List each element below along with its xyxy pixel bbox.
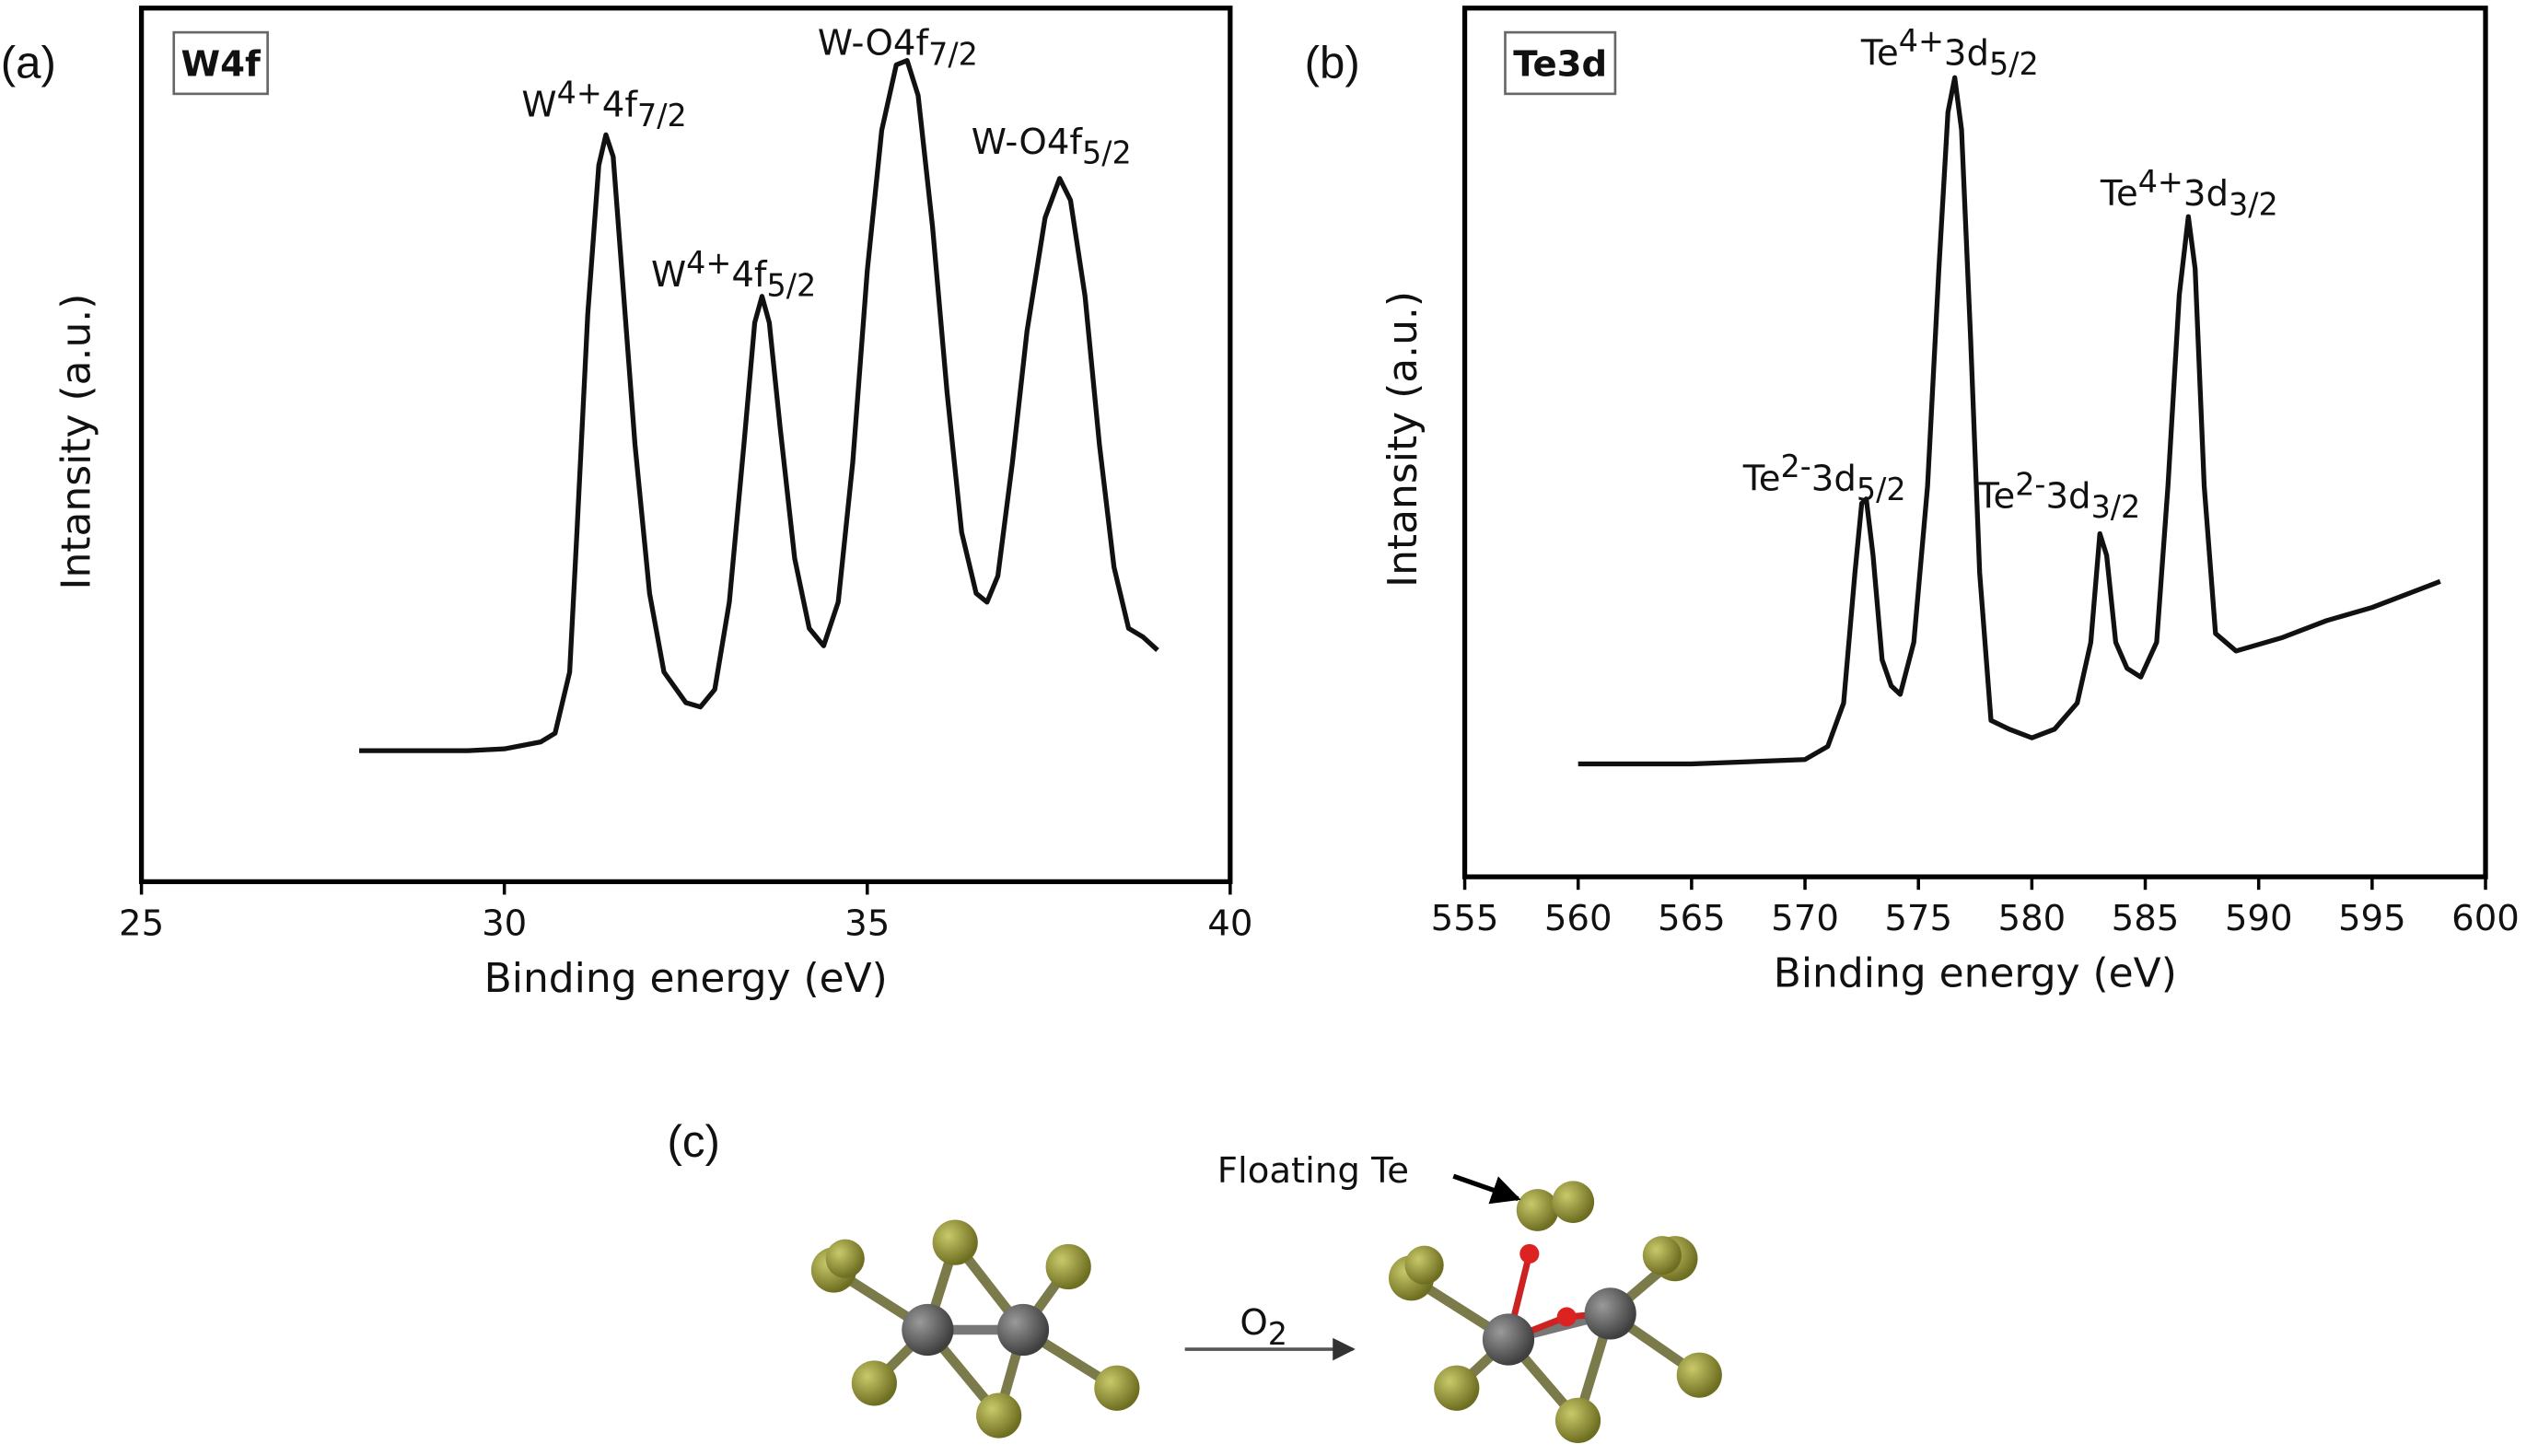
text-part: 4+: [686, 245, 731, 281]
text-part: 4+: [557, 75, 602, 111]
text-part: 3/2: [2229, 187, 2278, 223]
y-axis-label: Intansity (a.u.): [52, 294, 99, 590]
panel-label: (a): [1, 37, 56, 87]
y-axis-label: Intansity (a.u.): [1380, 291, 1426, 588]
floating-label: Floating Te: [1217, 1150, 1409, 1192]
text-part: 3d: [1811, 458, 1857, 499]
text-part: Te: [1742, 458, 1781, 499]
box-label: Te3d: [1513, 44, 1607, 86]
text-part: 2-: [1781, 448, 1811, 484]
spectrum-line: [359, 58, 1159, 753]
text-part: Te: [1860, 32, 1899, 74]
x-tick-label: 570: [1771, 898, 1839, 939]
peak-annotation: Te2-3d3/2: [1976, 467, 2140, 526]
text-part: 4f: [602, 84, 639, 125]
x-tick-label: 555: [1431, 898, 1499, 939]
text-part: W: [521, 84, 556, 125]
text-part: 3d: [2045, 476, 2090, 518]
text-part: 5/2: [1082, 134, 1132, 170]
text-part: 5/2: [1989, 46, 2039, 82]
x-tick-label: 560: [1544, 898, 1612, 939]
text-part: 5/2: [767, 267, 817, 303]
box-label-frame: [1504, 30, 1617, 96]
x-tick-label: 580: [1997, 898, 2066, 939]
x-axis-label: Binding energy (eV): [1774, 950, 2177, 997]
text-part: 3d: [2183, 173, 2229, 215]
text-part: W-O4f: [818, 23, 930, 64]
peak-annotation: W4+4f5/2: [651, 245, 816, 304]
x-tick-label: 40: [1207, 903, 1252, 944]
text-part: Te: [1976, 476, 2015, 518]
text-part: 4+: [2138, 164, 2183, 200]
box-label-frame: [172, 30, 269, 96]
plot-frame: [138, 6, 1233, 885]
x-tick-label: 565: [1658, 898, 1726, 939]
text-part: W-O4f: [972, 122, 1084, 163]
x-tick-label: 25: [119, 903, 164, 944]
text-part: 2-: [2015, 467, 2045, 503]
text-part: 5/2: [1857, 472, 1906, 507]
panel-label: (b): [1305, 37, 1360, 87]
box-label: W4f: [181, 44, 262, 86]
peak-annotation: Te4+3d5/2: [1860, 23, 2039, 82]
plot-frame: [1461, 6, 2488, 879]
molecule-after: [1388, 1181, 1722, 1443]
text-part: 2: [1268, 1316, 1287, 1352]
x-tick-label: 590: [2225, 898, 2293, 939]
peak-annotation: W-O4f5/2: [972, 122, 1132, 171]
text-part: 3d: [1944, 32, 1989, 74]
x-tick-label: 600: [2451, 898, 2520, 939]
panel-label: (c): [668, 1116, 720, 1167]
text-part: 7/2: [637, 98, 687, 134]
x-tick-label: 30: [482, 903, 527, 944]
x-axis-label: Binding energy (eV): [484, 955, 888, 1002]
spectrum-line: [1578, 75, 2441, 767]
text-part: 4+: [1899, 23, 1944, 59]
reactant-label: O2: [1240, 1302, 1287, 1352]
x-tick-label: 585: [2112, 898, 2180, 939]
text-part: O: [1240, 1302, 1267, 1344]
peak-annotation: W4+4f7/2: [521, 75, 686, 134]
text-part: 4f: [731, 254, 768, 296]
text-part: 7/2: [928, 36, 978, 72]
x-tick-label: 35: [844, 903, 890, 944]
floating-arrow: [1452, 1173, 1521, 1205]
text-part: W: [651, 254, 686, 296]
molecule-before: [810, 1219, 1140, 1439]
text-part: 3/2: [2091, 489, 2141, 525]
x-tick-label: 595: [2338, 898, 2406, 939]
peak-annotation: Te4+3d3/2: [2100, 164, 2278, 223]
text-part: Te: [2100, 173, 2138, 215]
x-tick-label: 575: [1884, 898, 1952, 939]
peak-annotation: W-O4f7/2: [818, 23, 978, 73]
peak-annotation: Te2-3d5/2: [1742, 448, 1906, 507]
